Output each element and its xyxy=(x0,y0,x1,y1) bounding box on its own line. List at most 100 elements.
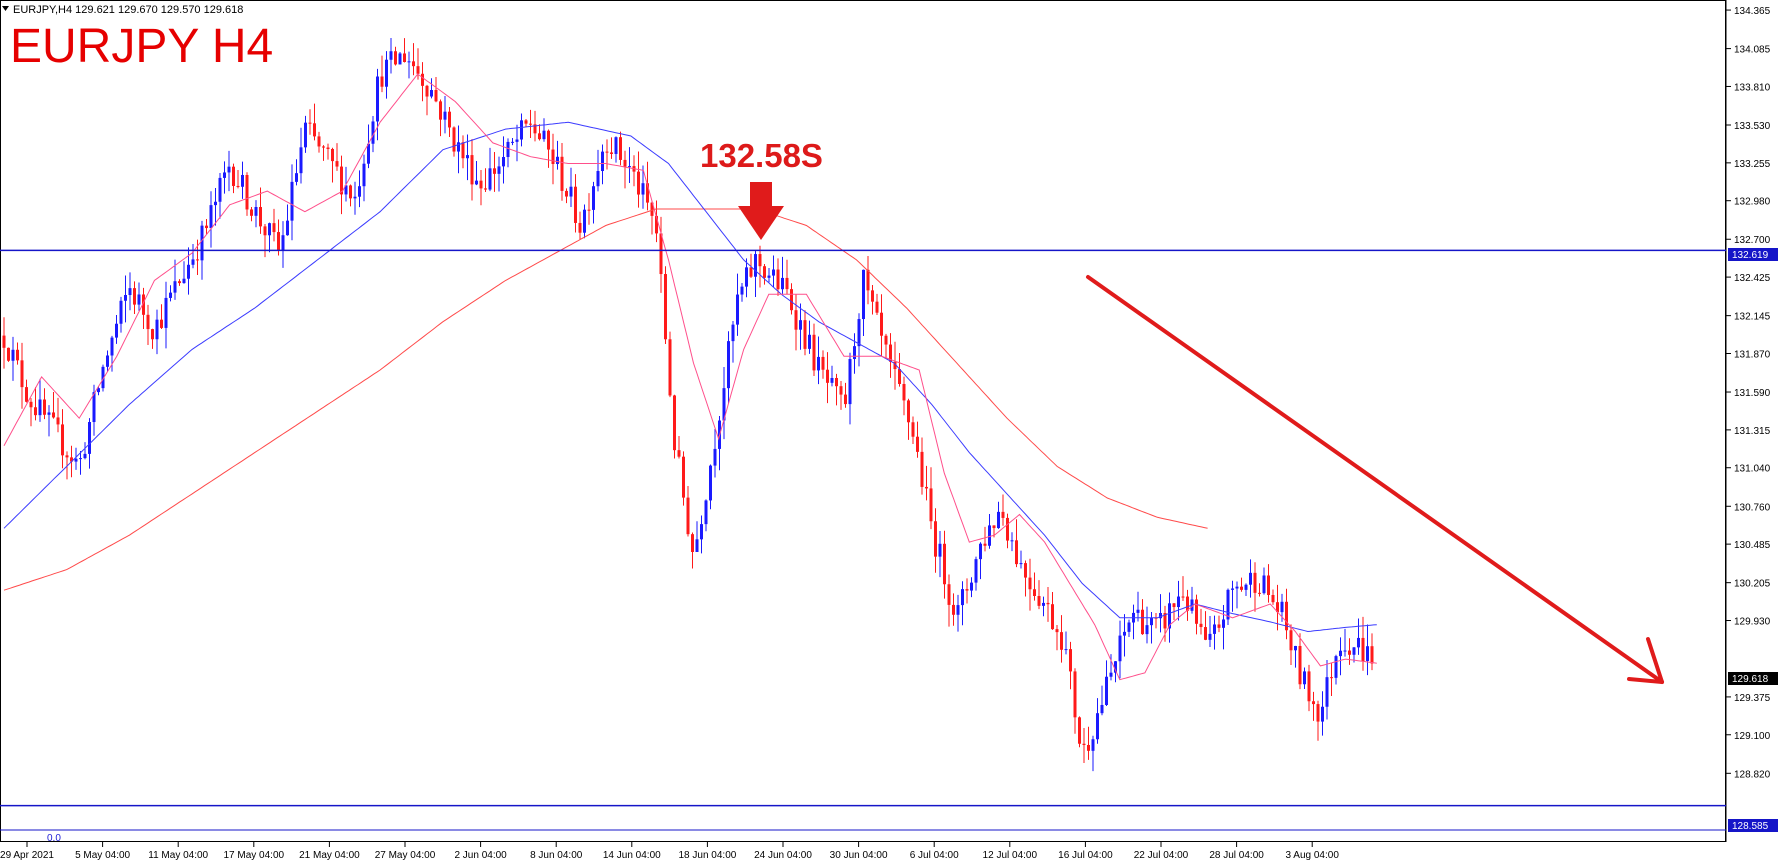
candle xyxy=(529,109,532,139)
candle xyxy=(961,581,964,626)
candle xyxy=(803,310,807,356)
candle xyxy=(106,350,109,372)
candle xyxy=(641,165,645,209)
candle xyxy=(362,154,366,202)
candle xyxy=(623,150,627,189)
candle xyxy=(542,118,546,142)
y-tick-label: 129.375 xyxy=(1734,693,1771,704)
candle xyxy=(574,174,577,233)
candle xyxy=(934,508,937,573)
candle xyxy=(830,365,834,387)
y-tick-label: 130.485 xyxy=(1734,540,1771,551)
candle xyxy=(133,281,136,314)
candle xyxy=(182,261,186,284)
candle xyxy=(398,52,402,65)
dropdown-triangle-icon[interactable] xyxy=(2,6,9,11)
candle xyxy=(682,451,685,506)
candle xyxy=(740,283,744,302)
x-tick-label: 27 May 04:00 xyxy=(375,850,436,861)
candle xyxy=(1091,735,1095,772)
candle xyxy=(1028,558,1032,611)
candle xyxy=(349,184,352,207)
candle xyxy=(1343,628,1347,657)
candle xyxy=(142,287,145,329)
candle xyxy=(1262,567,1266,595)
candle xyxy=(1226,588,1230,626)
candle xyxy=(1231,580,1234,612)
candle xyxy=(875,293,879,316)
candle xyxy=(1078,716,1081,748)
pair-title: EURJPY H4 xyxy=(10,20,273,73)
candle xyxy=(1235,581,1239,609)
candle xyxy=(101,364,105,392)
candle xyxy=(776,258,780,296)
candle xyxy=(844,382,847,408)
y-tick-label: 134.365 xyxy=(1734,6,1771,17)
candle xyxy=(1258,583,1261,597)
candle xyxy=(191,244,195,269)
candle xyxy=(34,387,37,421)
candle xyxy=(686,485,690,537)
candle xyxy=(1298,633,1302,690)
candle xyxy=(511,137,514,146)
candle xyxy=(1015,519,1018,568)
candle xyxy=(371,116,375,153)
candle xyxy=(614,136,618,163)
current-price-tag: 129.618 xyxy=(1728,672,1778,685)
candle xyxy=(821,350,825,379)
candle xyxy=(979,542,982,580)
support-price-tag: 128.585 xyxy=(1728,819,1778,832)
candle xyxy=(178,279,181,286)
candle xyxy=(1033,572,1036,601)
ma-fast-line xyxy=(3,73,1377,681)
x-tick-label: 30 Jun 04:00 xyxy=(830,850,888,861)
candle xyxy=(1073,668,1077,734)
candle xyxy=(11,336,15,381)
candle xyxy=(335,143,339,171)
candle xyxy=(1285,588,1288,640)
resistance-price-tag: 132.619 xyxy=(1728,248,1778,261)
candle xyxy=(1271,589,1275,605)
candle xyxy=(218,172,222,219)
candle xyxy=(1127,619,1131,637)
candle xyxy=(223,161,226,194)
candle xyxy=(83,442,87,460)
y-tick-label: 133.530 xyxy=(1734,121,1771,132)
candle xyxy=(164,281,168,349)
candle xyxy=(920,437,924,495)
candle xyxy=(1240,577,1243,592)
candle xyxy=(988,514,991,549)
candle xyxy=(938,530,942,578)
downtrend-arrow-icon xyxy=(1086,275,1664,684)
candle xyxy=(209,191,213,248)
x-tick-label: 5 May 04:00 xyxy=(75,850,130,861)
candle xyxy=(214,188,217,226)
candles-layer xyxy=(2,37,1374,772)
candle xyxy=(304,115,307,153)
candle xyxy=(974,556,978,591)
candle xyxy=(655,200,658,243)
candle xyxy=(538,124,541,141)
y-tick-label: 132.425 xyxy=(1734,273,1771,284)
candle xyxy=(695,521,699,553)
candle xyxy=(461,135,465,169)
candle xyxy=(47,405,51,437)
candle xyxy=(290,164,294,241)
ma-slow-line xyxy=(3,208,1208,591)
candle xyxy=(380,55,384,93)
x-tick-label: 24 Jun 04:00 xyxy=(754,850,812,861)
candle xyxy=(1186,589,1189,621)
candle xyxy=(839,380,843,410)
x-tick-label: 21 May 04:00 xyxy=(299,850,360,861)
candle xyxy=(1303,667,1306,689)
candle xyxy=(970,577,973,598)
candle xyxy=(1168,592,1171,643)
candle xyxy=(173,259,177,300)
candle xyxy=(1361,616,1365,671)
candle xyxy=(1307,664,1311,712)
candle xyxy=(470,139,474,201)
candle xyxy=(560,143,564,201)
candle xyxy=(866,255,870,305)
candle xyxy=(547,129,550,168)
